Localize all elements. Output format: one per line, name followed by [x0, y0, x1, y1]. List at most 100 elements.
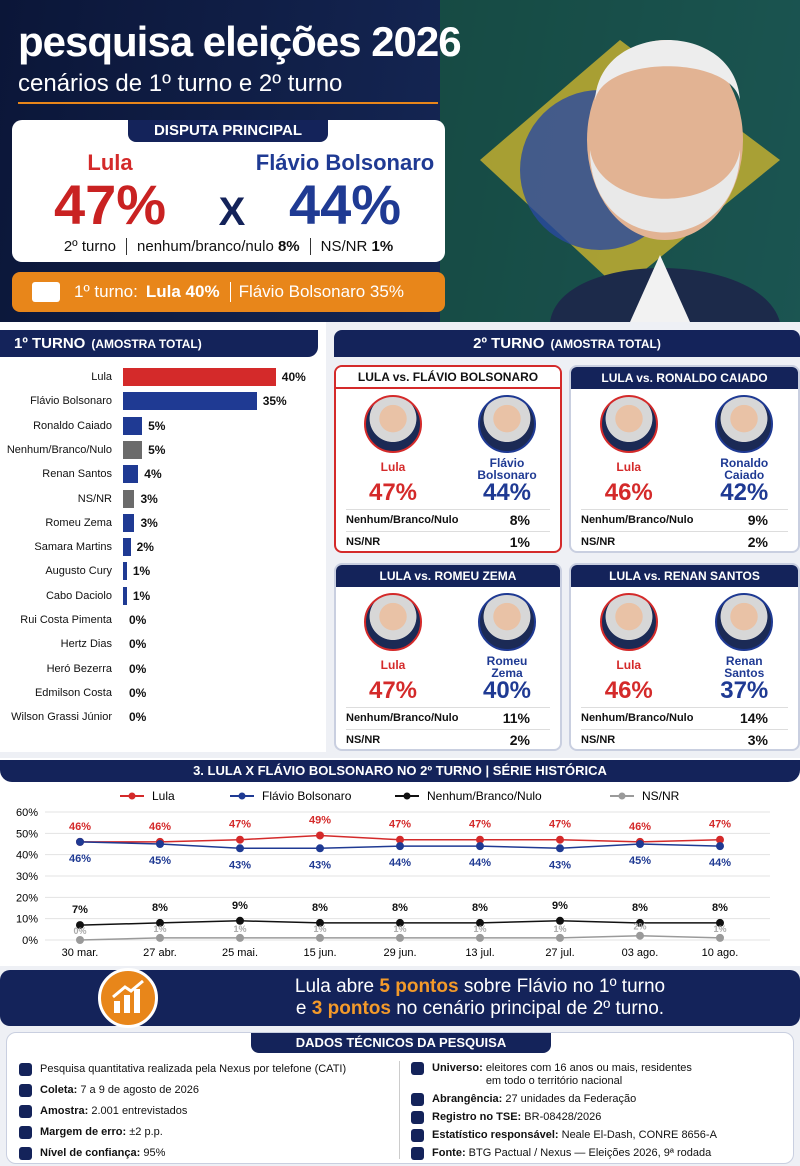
value-label: 5% — [148, 418, 166, 433]
point — [396, 918, 404, 927]
value-label: 43% — [309, 859, 331, 871]
row-value: 14% — [739, 709, 768, 726]
x-tick-label: 15 jun. — [303, 947, 336, 959]
value-label: 4% — [144, 467, 162, 482]
value-label: 44% — [389, 857, 411, 869]
value-label: 8% — [152, 902, 168, 914]
tech-value: 95% — [143, 1147, 166, 1159]
point — [76, 921, 84, 930]
point — [156, 918, 164, 927]
point — [156, 840, 164, 848]
bar — [123, 586, 127, 605]
point — [396, 933, 404, 942]
candidate: Lula — [616, 460, 642, 474]
category-label: Edmilson Costa — [34, 686, 112, 699]
tech-text: Pesquisa quantitativa realizada pela Nex… — [40, 1063, 346, 1076]
point — [236, 844, 244, 853]
value-label: 2% — [633, 922, 646, 932]
candidate-value: 44% — [482, 479, 532, 506]
divider — [399, 1061, 400, 1159]
value-label: 46% — [69, 853, 91, 865]
row-label: Nenhum/Branco/Nulo — [581, 513, 694, 526]
value-label: 2% — [136, 540, 154, 555]
tech-text: Estatístico responsável: Neale El-Dash, … — [432, 1129, 717, 1142]
subtitle: cenários de 1º turno e 2º turno — [18, 70, 343, 97]
header: pesquisa eleições 2026 cenários de 1º tu… — [0, 0, 800, 322]
row-label: NS/NR — [346, 733, 381, 746]
value-label: 47% — [709, 819, 731, 831]
point — [236, 916, 244, 925]
tech-value: BR-08428/2026 — [524, 1111, 602, 1123]
legend-label: Flávio Bolsonaro — [262, 789, 352, 803]
value-label: 1% — [393, 924, 406, 934]
tech-item: Nível de confiança: 95% — [19, 1147, 399, 1160]
row-value: 2% — [747, 533, 768, 550]
tech-value: 7 a 9 de agosto de 2026 — [80, 1084, 200, 1096]
tech-item: Pesquisa quantitativa realizada pela Nex… — [19, 1063, 399, 1076]
value-label: 9% — [552, 900, 568, 912]
value-label: 1% — [473, 924, 486, 934]
point — [316, 933, 324, 942]
row-label: NS/NR — [346, 535, 381, 548]
row-label: NS/NR — [581, 733, 616, 746]
value-label: 8% — [392, 902, 408, 914]
photo — [478, 395, 536, 453]
legend-dot — [238, 792, 246, 800]
value-label: 1% — [713, 924, 726, 934]
candidate-value: 40% — [482, 677, 532, 704]
candidate: Romeu Zema — [486, 654, 528, 680]
result-row: NS/NR 1% — [346, 531, 550, 551]
icon — [411, 1062, 424, 1075]
icon — [411, 1111, 424, 1124]
category-label: Nenhum/Branco/Nulo — [6, 443, 112, 456]
tech-text: Abrangência: 27 unidades da Federação — [432, 1093, 636, 1106]
point — [76, 936, 84, 944]
note-label: NS/NR — [320, 238, 368, 255]
row-label: Nenhum/Branco/Nulo — [581, 711, 694, 724]
candidate-value: 46% — [604, 479, 653, 506]
section-subtitle: (AMOSTRA TOTAL) — [91, 336, 202, 351]
value-label: 35% — [262, 394, 287, 409]
value-label: 7% — [72, 904, 88, 916]
value-label: 47% — [549, 819, 571, 831]
card: LULA vs. RENAN SANTOS Lula Renan Santos 46%… — [569, 563, 800, 751]
candidate: Lula — [380, 460, 406, 474]
value-label: 8% — [312, 902, 328, 914]
tech-item: Universo: eleitores com 16 anos ou mais,… — [411, 1062, 787, 1088]
emphasis: 5 pontos — [379, 976, 459, 997]
text: e — [295, 998, 307, 1019]
legend-label: NS/NR — [642, 789, 680, 803]
note-value: 8% — [277, 238, 300, 255]
point — [156, 933, 164, 942]
title: pesquisa eleições 2026 — [18, 18, 462, 65]
first-round-banner: 1º turno: Lula 40% Flávio Bolsonaro 35% — [12, 272, 445, 312]
category-label: Ronaldo Caiado — [33, 419, 112, 432]
category-label: Augusto Cury — [45, 565, 112, 578]
row-value: 8% — [509, 511, 530, 528]
value-label: 8% — [632, 902, 648, 914]
candidate-value: 47% — [368, 479, 418, 506]
icon — [19, 1084, 32, 1097]
candidate-value: 37% — [720, 677, 769, 704]
point — [716, 933, 724, 942]
icon — [112, 979, 144, 1013]
value-label: 47% — [229, 819, 251, 831]
card: LULA vs. ROMEU ZEMA Lula Romeu Zema 47% 40% N… — [334, 563, 562, 751]
bar — [123, 416, 143, 435]
tech-text: Coleta: 7 a 9 de agosto de 2026 — [40, 1084, 199, 1097]
value-label: 0% — [129, 685, 147, 700]
photo — [364, 593, 422, 651]
value-label: 1% — [313, 924, 326, 934]
x-tick-label: 03 ago. — [622, 947, 659, 959]
technical-title: DADOS TÉCNICOS DA PESQUISA — [251, 1033, 551, 1053]
tech-item: Amostra: 2.001 entrevistados — [19, 1105, 399, 1118]
result-row: NS/NR 2% — [346, 729, 550, 749]
tech-label: Fonte: — [432, 1147, 466, 1159]
value-label: 46% — [69, 821, 91, 833]
card-title: LULA vs. ROMEU ZEMA — [336, 565, 560, 587]
value-label: 3% — [140, 515, 158, 530]
highlight-text: Lula abre 5 pontos sobre Flávio no 1º tu… — [180, 976, 780, 1020]
point — [76, 837, 84, 846]
result-row: NS/NR 2% — [581, 531, 788, 551]
category-label: Hertz Dias — [60, 638, 112, 651]
